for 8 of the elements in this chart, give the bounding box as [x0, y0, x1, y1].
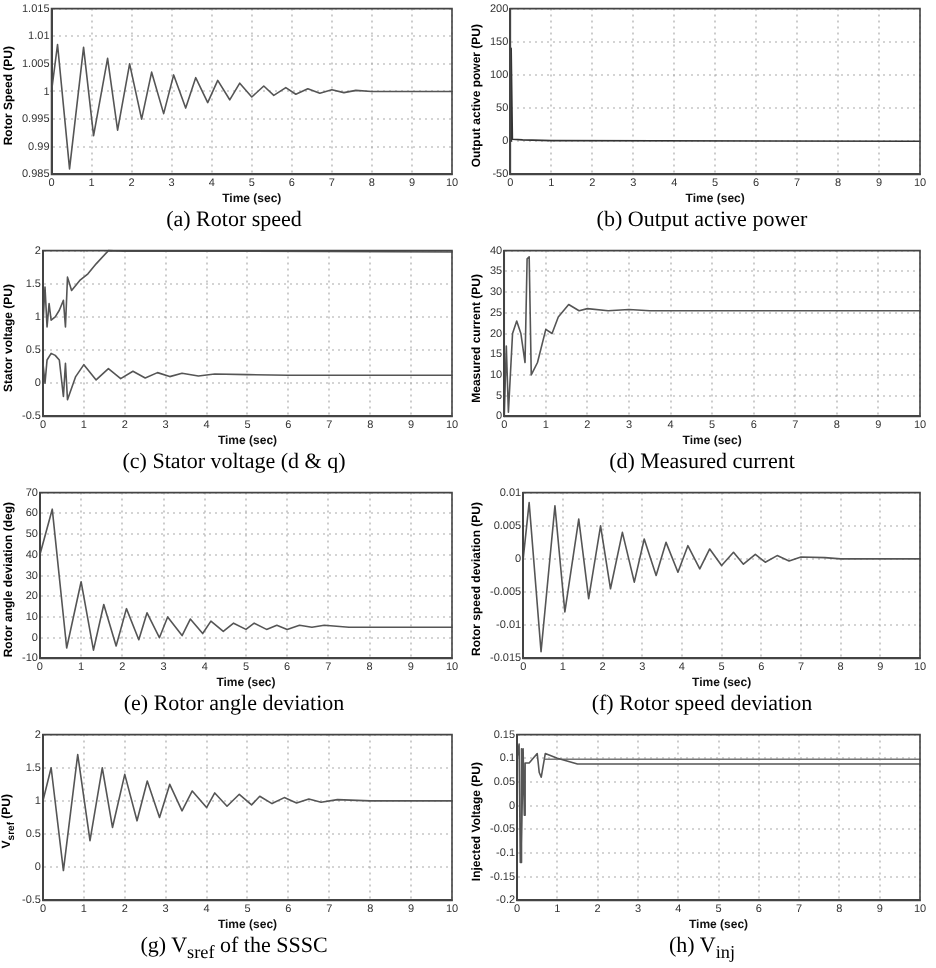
text: (h) V$_{inj}$: [667, 932, 737, 967]
text: (c) Stator voltage (d & q): [120, 448, 348, 476]
text: (g) V$_{sref}$ of the SSSC: [138, 932, 330, 967]
text: (b) Output active power: [594, 206, 810, 234]
text: (f) Rotor speed deviation: [589, 690, 815, 718]
text: (d) Measured current: [607, 448, 797, 476]
text: (e) Rotor angle deviation: [121, 690, 347, 718]
text: (a) Rotor speed: [164, 206, 304, 234]
